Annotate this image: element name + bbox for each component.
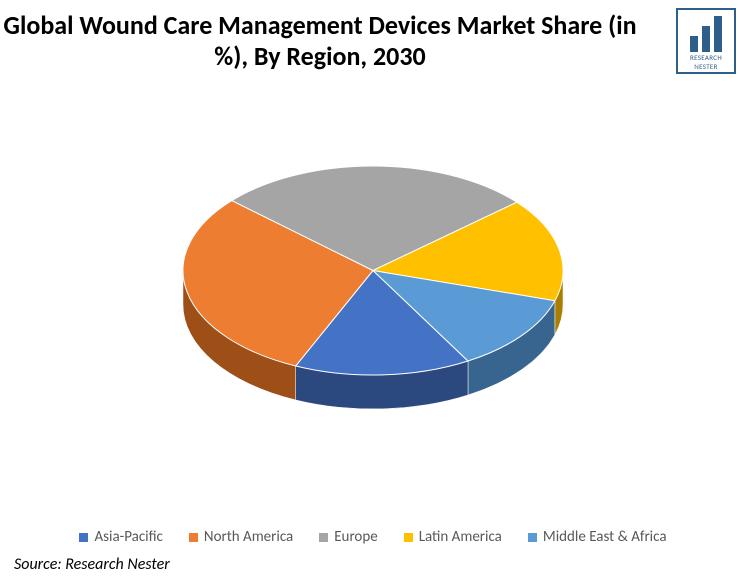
pie-chart-area bbox=[0, 110, 746, 470]
pie-chart bbox=[163, 146, 583, 434]
chart-container: Global Wound Care Management Devices Mar… bbox=[0, 0, 746, 584]
logo-text-bottom: NESTER bbox=[694, 63, 717, 70]
legend-label: Europe bbox=[334, 528, 377, 546]
legend-label: Asia-Pacific bbox=[94, 528, 162, 546]
legend-label: Middle East & Africa bbox=[543, 528, 667, 546]
legend-swatch-icon bbox=[79, 533, 88, 542]
legend-item: Europe bbox=[319, 528, 377, 546]
legend-item: Asia-Pacific bbox=[79, 528, 162, 546]
legend-label: Latin America bbox=[419, 528, 502, 546]
legend-swatch-icon bbox=[528, 533, 537, 542]
legend-item: North America bbox=[189, 528, 293, 546]
legend-item: Latin America bbox=[404, 528, 502, 546]
legend-swatch-icon bbox=[319, 533, 328, 542]
source-attribution: Source: Research Nester bbox=[14, 555, 170, 574]
legend-item: Middle East & Africa bbox=[528, 528, 667, 546]
pie-svg bbox=[163, 146, 583, 429]
brand-logo: RESEARCH NESTER bbox=[676, 8, 736, 74]
legend-label: North America bbox=[204, 528, 293, 546]
chart-legend: Asia-Pacific North America Europe Latin Ame… bbox=[0, 528, 746, 546]
logo-bars-icon bbox=[690, 14, 722, 52]
legend-swatch-icon bbox=[189, 533, 198, 542]
legend-swatch-icon bbox=[404, 533, 413, 542]
logo-text-top: RESEARCH bbox=[690, 54, 722, 61]
chart-title: Global Wound Care Management Devices Mar… bbox=[0, 10, 640, 72]
